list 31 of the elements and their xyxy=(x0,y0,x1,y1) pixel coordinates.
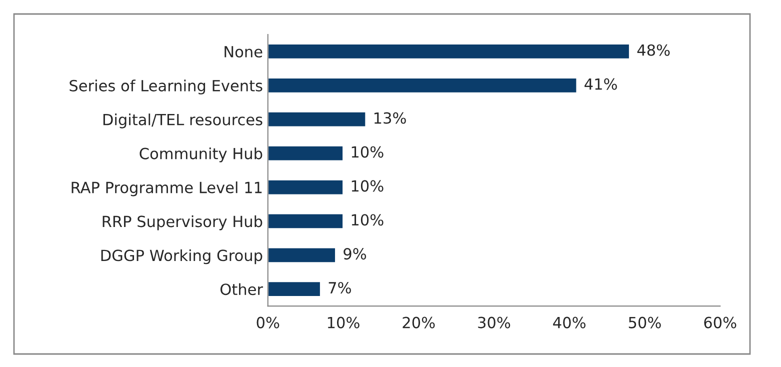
bar xyxy=(268,212,344,230)
bar xyxy=(268,43,630,60)
x-tick-label: 20% xyxy=(402,316,435,328)
bar xyxy=(268,178,344,196)
bar xyxy=(268,280,322,298)
data-label: 7% xyxy=(328,282,351,294)
x-tick-label: 60% xyxy=(704,316,736,328)
data-label: 41% xyxy=(584,78,617,90)
y-tick-label: Series of Learning Events xyxy=(70,80,262,94)
bar xyxy=(268,144,344,162)
y-tick-label: Other xyxy=(220,283,264,296)
bar xyxy=(268,246,336,264)
data-label: 10% xyxy=(352,180,384,192)
data-label: 10% xyxy=(352,214,384,226)
y-tick-label: RAP Programme Level 11 xyxy=(72,181,262,196)
x-tick-label: 30% xyxy=(478,316,510,328)
data-label: 13% xyxy=(374,112,406,124)
x-tick-label: 40% xyxy=(553,316,586,328)
x-tick-label: 0% xyxy=(256,316,280,328)
y-tick-label: DGGP Working Group xyxy=(101,249,262,264)
x-tick-label: 10% xyxy=(328,316,360,328)
bar xyxy=(268,77,578,94)
y-tick-label: RRP Supervisory Hub xyxy=(102,215,262,230)
y-tick-label: None xyxy=(224,46,262,58)
y-tick-label: Digital/TEL resources xyxy=(103,114,262,128)
data-label: 9% xyxy=(344,248,366,260)
data-label: 10% xyxy=(352,146,384,158)
bar xyxy=(268,111,367,128)
x-tick-label: 50% xyxy=(628,316,661,328)
y-tick-label: Community Hub xyxy=(140,148,262,162)
data-label: 48% xyxy=(637,44,670,56)
